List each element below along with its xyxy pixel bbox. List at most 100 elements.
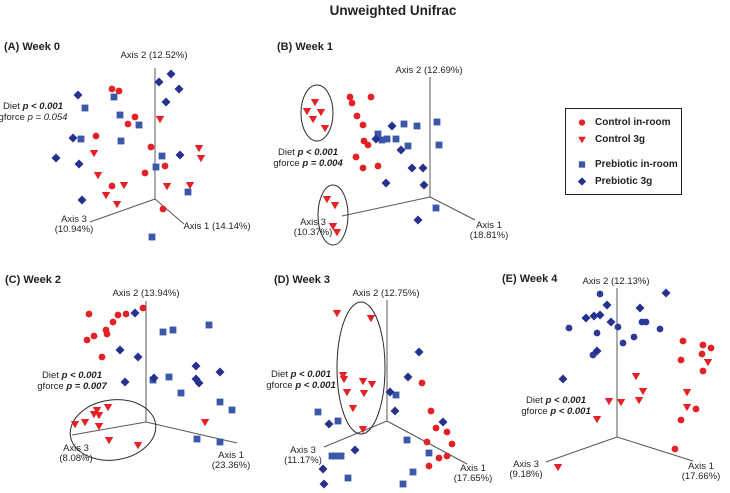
prebiotic-in-room-point	[433, 118, 441, 126]
control-in-room-point	[122, 310, 130, 318]
control-3g-point	[339, 376, 349, 384]
control-3g-point	[330, 202, 340, 210]
prebiotic-3g-point	[635, 303, 645, 313]
prebiotic-in-room-point	[216, 438, 224, 446]
control-3g-point	[103, 404, 113, 412]
control-in-room-point	[108, 85, 116, 93]
control-in-room-circle-icon	[576, 116, 588, 128]
panel-a	[51, 68, 206, 241]
prebiotic-in-room-point	[619, 339, 627, 347]
control-in-room-point	[367, 93, 375, 101]
prebiotic-in-room-point	[630, 333, 638, 341]
control-in-room-point	[92, 132, 100, 140]
axis3-line	[89, 198, 156, 223]
control-in-room-point	[124, 120, 132, 128]
stats-diet: Diet p < 0.001	[526, 395, 586, 407]
control-3g-point	[634, 397, 644, 405]
prebiotic-in-room-point	[184, 188, 192, 196]
control-in-room-point	[83, 336, 91, 344]
control-3g-point	[80, 419, 90, 427]
prebiotic-in-room-point	[165, 373, 173, 381]
axis1-label: (17.65%)	[453, 473, 493, 484]
panel-label-c: (C) Week 2	[5, 274, 62, 286]
stats-factor: Diet	[278, 147, 298, 158]
prebiotic-in-room-square-icon	[576, 158, 588, 170]
prebiotic-in-room-point	[413, 122, 421, 130]
prebiotic-in-room-point	[159, 328, 167, 336]
cluster-ellipse	[336, 301, 386, 435]
prebiotic-in-room-point	[216, 398, 224, 406]
stats-factor: Diet	[3, 101, 23, 112]
prebiotic-in-room-point	[378, 136, 386, 144]
prebiotic-in-room-point	[81, 104, 89, 112]
prebiotic-in-room-point	[404, 142, 412, 150]
prebiotic-3g-point	[438, 417, 448, 427]
prebiotic-in-room-point	[148, 233, 156, 241]
legend-item-label: Prebiotic 3g	[595, 175, 653, 187]
panel-label-a: (A) Week 0	[4, 41, 61, 53]
control-3g-point	[155, 116, 165, 124]
data-point-square	[578, 160, 586, 168]
legend-item-label: Control in-room	[595, 116, 671, 128]
prebiotic-in-room-point	[399, 480, 407, 488]
control-in-room-point	[103, 330, 111, 338]
control-3g-point	[92, 407, 102, 415]
axis1-label: Axis 1	[460, 463, 486, 474]
prebiotic-3g-point	[319, 479, 329, 489]
control-3g-point	[133, 442, 143, 450]
control-in-room-point	[425, 462, 433, 470]
prebiotic-3g-point	[385, 387, 395, 397]
control-3g-point	[185, 182, 195, 190]
panel-e	[545, 288, 715, 472]
control-in-room-point	[707, 344, 715, 352]
circle-glyph	[578, 118, 586, 126]
prebiotic-in-room-point	[116, 111, 124, 119]
prebiotic-3g-point	[602, 300, 612, 310]
triangle-glyph	[578, 136, 586, 143]
control-3g-point	[631, 373, 641, 381]
control-in-room-point	[85, 310, 93, 318]
data-point-triangle	[578, 136, 586, 143]
prebiotic-3g-point	[661, 288, 671, 298]
control-in-room-point	[671, 445, 679, 453]
control-in-room-point	[677, 356, 685, 364]
prebiotic-3g-point	[324, 419, 334, 429]
control-3g-triangle-icon	[576, 133, 588, 145]
legend-item-label: Control 3g	[595, 133, 645, 145]
prebiotic-in-room-point	[314, 408, 322, 416]
prebiotic-3g-point	[350, 445, 360, 455]
axis3-label: (11.17%)	[284, 455, 322, 466]
axis1-line	[154, 198, 185, 225]
cluster-ellipse	[69, 399, 157, 461]
prebiotic-3g-point	[419, 180, 429, 190]
control-in-room-point	[139, 304, 147, 312]
control-3g-point	[112, 201, 122, 209]
axis3-label: (10.94%)	[54, 224, 94, 235]
stats-factor: Diet	[42, 370, 62, 381]
control-in-room-point	[692, 405, 700, 413]
axis2-label: Axis 2 (12.69%)	[395, 65, 463, 76]
legend-item-prebiotic-3g: Prebiotic 3g	[576, 173, 681, 189]
prebiotic-in-room-point	[152, 163, 160, 171]
prebiotic-in-room-point	[403, 436, 411, 444]
control-3g-point	[94, 412, 104, 420]
control-3g-point	[358, 378, 368, 386]
stats-gforce: gforce p = 0.004	[273, 158, 342, 170]
axis3-label: (10.37%)	[293, 227, 333, 238]
control-3g-point	[94, 423, 104, 431]
figure-title: Unweighted Unifrac	[329, 3, 457, 18]
prebiotic-3g-point	[161, 97, 171, 107]
prebiotic-3g-point	[73, 90, 83, 100]
prebiotic-in-room-point	[177, 389, 185, 397]
stats-diet: Diet p < 0.001	[278, 147, 338, 159]
prebiotic-in-room-point	[435, 141, 443, 149]
prebiotic-3g-point	[166, 69, 176, 79]
control-in-room-point	[423, 438, 431, 446]
control-in-room-point	[109, 318, 117, 326]
prebiotic-in-room-point	[392, 135, 400, 143]
prebiotic-in-room-point	[589, 351, 597, 359]
stats-factor: gforce	[266, 379, 296, 391]
stats-p-value: p = 0.007	[66, 380, 107, 392]
stats-p-value: p = 0.054	[27, 111, 68, 123]
prebiotic-in-room-point	[193, 435, 201, 443]
